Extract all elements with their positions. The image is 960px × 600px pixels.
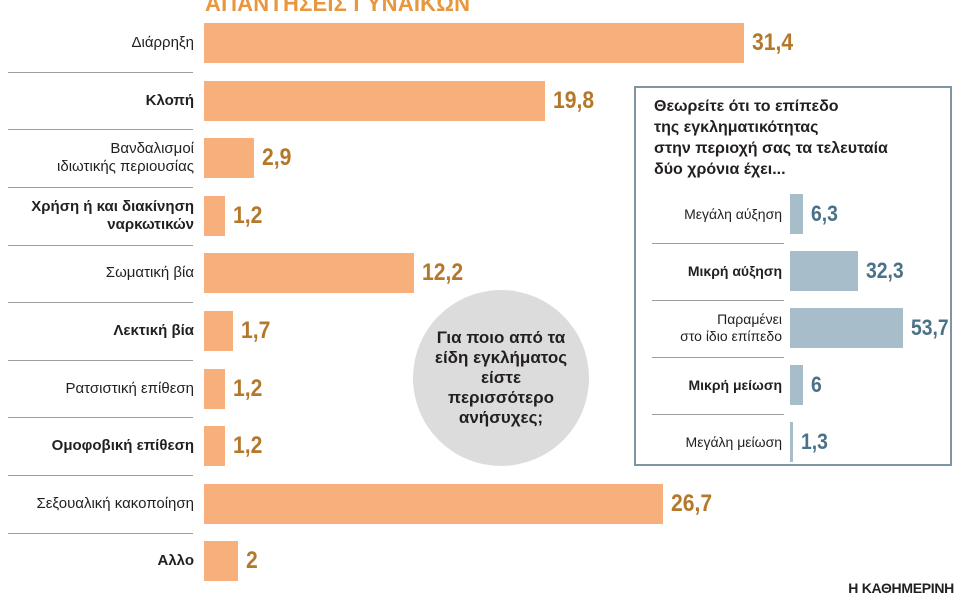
category-label-line: Χρήση ή και διακίνηση [31, 197, 194, 215]
bar-χρήση-ή-και-διακίνηση-ναρκωτικών [204, 195, 225, 236]
category-label-ρατσιστική-επίθεση: Ρατσιστική επίθεση [8, 380, 194, 398]
inset-bar-μεγάλη-μείωση [790, 422, 793, 462]
center-question-circle: Για ποιο από τα είδη εγκλήματος είστε πε… [413, 290, 589, 466]
inset-category-label-μικρή-μείωση: Μικρή μείωση [650, 377, 782, 394]
value-label-σωματική-βία: 12,2 [421, 259, 463, 287]
inset-category-label-μεγάλη-μείωση: Μεγάλη μείωση [650, 434, 782, 451]
category-label-line: Σωματική βία [105, 264, 194, 282]
category-label-λεκτική-βία: Λεκτική βία [8, 322, 194, 340]
value-label-βανδαλισμοί-ιδιωτικής-περιουσίας: 2,9 [261, 144, 292, 172]
bar-βανδαλισμοί-ιδιωτικής-περιουσίας [204, 138, 254, 179]
category-label-line: ιδιωτικής περιουσίας [57, 158, 194, 176]
category-label-διάρρηξη: Διάρρηξη [8, 34, 195, 52]
category-label-line: Ρατσιστική επίθεση [65, 379, 194, 397]
inset-category-label-line: Μεγάλη μείωση [685, 433, 782, 450]
inset-bar-παραμένει-στο-ίδιο-επίπεδο [790, 308, 903, 348]
row-separator [8, 417, 193, 418]
inset-category-label-line: Μικρή μείωση [688, 376, 782, 393]
inset-bar-μικρή-αύξηση [790, 251, 858, 291]
inset-row-separator [652, 300, 784, 301]
bar-λεκτική-βία [204, 311, 234, 351]
inset-row-separator [652, 414, 784, 415]
bar-κλοπή [204, 80, 545, 121]
row-separator [8, 302, 193, 303]
category-label-line: Αλλο [157, 552, 195, 570]
inset-category-label-line: στο ίδιο επίπεδο [680, 328, 782, 344]
category-label-line: Βανδαλισμοί [110, 140, 194, 158]
category-label-χρήση-ή-και-διακίνηση-ναρκωτικών: Χρήση ή και διακίνηση ναρκωτικών [8, 198, 194, 234]
category-label-line: Κλοπή [145, 91, 194, 109]
inset-title-line: δύο χρόνια έχει... [654, 161, 786, 178]
inset-bar-μικρή-μείωση [790, 365, 803, 405]
value-label-διάρρηξη: 31,4 [752, 29, 794, 56]
value-label-κλοπή: 19,8 [552, 86, 594, 114]
bar-ομοφοβική-επίθεση [204, 426, 225, 467]
category-label-αλλο: Αλλο [8, 552, 195, 570]
value-label-αλλο: 2 [246, 547, 259, 575]
category-label-line: Ομοφοβική επίθεση [51, 437, 194, 455]
bar-ρατσιστική-επίθεση [204, 368, 225, 409]
inset-value-label-μικρή-αύξηση: 32,3 [865, 258, 904, 283]
category-label-line: Λεκτική βία [113, 322, 194, 339]
category-label-line: Διάρρηξη [131, 34, 195, 51]
inset-title-line: Θεωρείτε ότι το επίπεδο [654, 98, 839, 115]
category-label-line: ναρκωτικών [107, 215, 194, 233]
source-credit: Η ΚΑΘΗΜΕΡΙΝΗ [848, 580, 954, 596]
inset-category-label-μικρή-αύξηση: Μικρή αύξηση [650, 263, 782, 280]
bar-διάρρηξη [204, 23, 745, 63]
value-label-σεξουαλική-κακοποίηση: 26,7 [671, 489, 713, 517]
inset-category-label-μεγάλη-αύξηση: Μεγάλη αύξηση [650, 206, 782, 223]
inset-chart-title: Θεωρείτε ότι το επίπεδο της εγκληματικότη… [654, 96, 944, 180]
value-label-χρήση-ή-και-διακίνηση-ναρκωτικών: 1,2 [232, 201, 262, 229]
inset-value-label-μεγάλη-αύξηση: 6,3 [811, 201, 839, 226]
inset-category-label-line: Μεγάλη αύξηση [684, 205, 782, 222]
category-label-βανδαλισμοί-ιδιωτικής-περιουσίας: Βανδαλισμοί ιδιωτικής περιουσίας [8, 140, 194, 176]
inset-bar-μεγάλη-αύξηση [790, 194, 804, 234]
bar-σεξουαλική-κακοποίηση [204, 483, 664, 524]
value-label-λεκτική-βία: 1,7 [241, 317, 271, 344]
category-label-σωματική-βία: Σωματική βία [8, 264, 194, 282]
row-separator [8, 245, 193, 246]
category-label-line: Σεξουαλική κακοποίηση [36, 494, 194, 512]
center-question-text: Για ποιο από τα είδη εγκλήματος είστε πε… [434, 328, 568, 427]
category-label-σεξουαλική-κακοποίηση: Σεξουαλική κακοποίηση [8, 495, 194, 513]
inset-category-label-line: Μικρή αύξηση [687, 262, 782, 279]
value-label-ρατσιστική-επίθεση: 1,2 [232, 374, 262, 402]
row-separator [8, 72, 193, 73]
category-label-κλοπή: Κλοπή [8, 92, 194, 110]
inset-category-label-παραμένει-στο-ίδιο-επίπεδο: Παραμένει στο ίδιο επίπεδο [650, 311, 782, 345]
row-separator [8, 475, 193, 476]
chart-header: ΑΠΑΝΤΗΣΕΙΣ ΓΥΝΑΙΚΩΝ [205, 0, 471, 16]
category-label-ομοφοβική-επίθεση: Ομοφοβική επίθεση [8, 437, 194, 455]
inset-title-line: στην περιοχή σας τα τελευταία [654, 140, 888, 157]
bar-αλλο [204, 541, 239, 582]
row-separator [8, 129, 193, 130]
inset-row-separator [652, 357, 784, 358]
bar-σωματική-βία [204, 253, 414, 294]
inset-value-label-παραμένει-στο-ίδιο-επίπεδο: 53,7 [910, 315, 949, 340]
row-separator [8, 360, 193, 361]
inset-category-label-line: Παραμένει [717, 311, 782, 327]
row-separator [8, 533, 193, 534]
inset-value-label-μεγάλη-μείωση: 1,3 [801, 429, 828, 454]
row-separator [8, 187, 193, 188]
inset-value-label-μικρή-μείωση: 6 [810, 372, 822, 397]
inset-row-separator [652, 243, 784, 244]
value-label-ομοφοβική-επίθεση: 1,2 [232, 432, 262, 460]
inset-title-line: της εγκληματικότητας [654, 119, 819, 136]
